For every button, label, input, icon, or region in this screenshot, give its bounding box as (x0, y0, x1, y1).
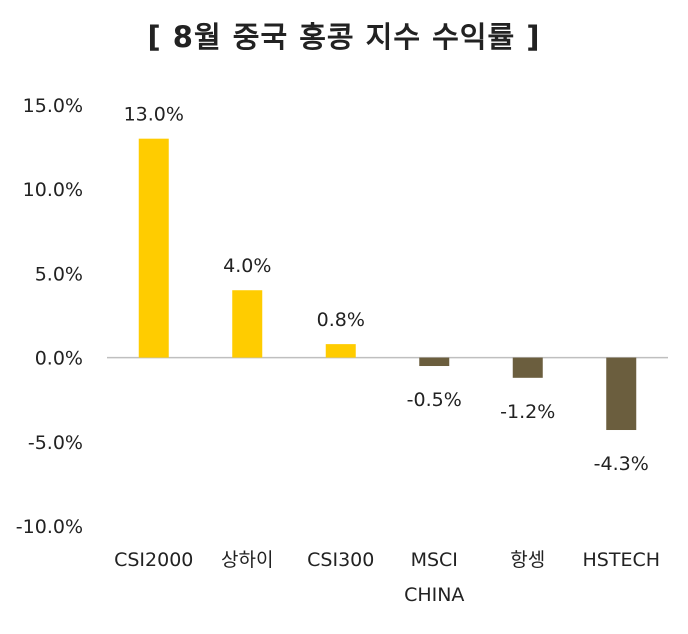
data-label: -0.5% (407, 389, 462, 411)
y-tick-label: 15.0% (23, 95, 83, 117)
data-labels: 13.0% 4.0% 0.8% -0.5% -1.2% -4.3% (124, 104, 649, 475)
category-label: CSI300 (307, 549, 374, 571)
data-label: 13.0% (124, 104, 184, 126)
bar (325, 344, 356, 358)
y-tick-label: 0.0% (35, 348, 83, 370)
category-label: HSTECH (582, 549, 660, 571)
y-axis-tick-labels: 15.0% 10.0% 5.0% 0.0% -5.0% -10.0% (16, 95, 83, 538)
category-label: 항셍 (510, 549, 545, 571)
category-label: CSI2000 (114, 549, 193, 571)
bar (512, 357, 543, 378)
data-label: -4.3% (594, 453, 649, 475)
bar (606, 357, 637, 431)
data-label: 0.8% (317, 309, 365, 331)
bar (232, 290, 263, 358)
bar (419, 357, 450, 367)
y-tick-label: -10.0% (16, 516, 83, 538)
category-label: MSCI (411, 549, 458, 571)
bar (138, 138, 169, 358)
data-label: 4.0% (223, 255, 271, 277)
y-tick-label: 10.0% (23, 179, 83, 201)
y-tick-label: 5.0% (35, 263, 83, 285)
y-tick-label: -5.0% (28, 432, 83, 454)
bars (138, 138, 637, 431)
category-label: CHINA (404, 584, 464, 606)
data-label: -1.2% (500, 401, 555, 423)
x-axis-category-labels: CSI2000 상하이 CSI300 MSCI CHINA 항셍 HSTECH (114, 549, 660, 606)
chart-title: [ 8월 중국 홍콩 지수 수익률 ] (147, 20, 541, 54)
category-label: 상하이 (221, 549, 273, 571)
